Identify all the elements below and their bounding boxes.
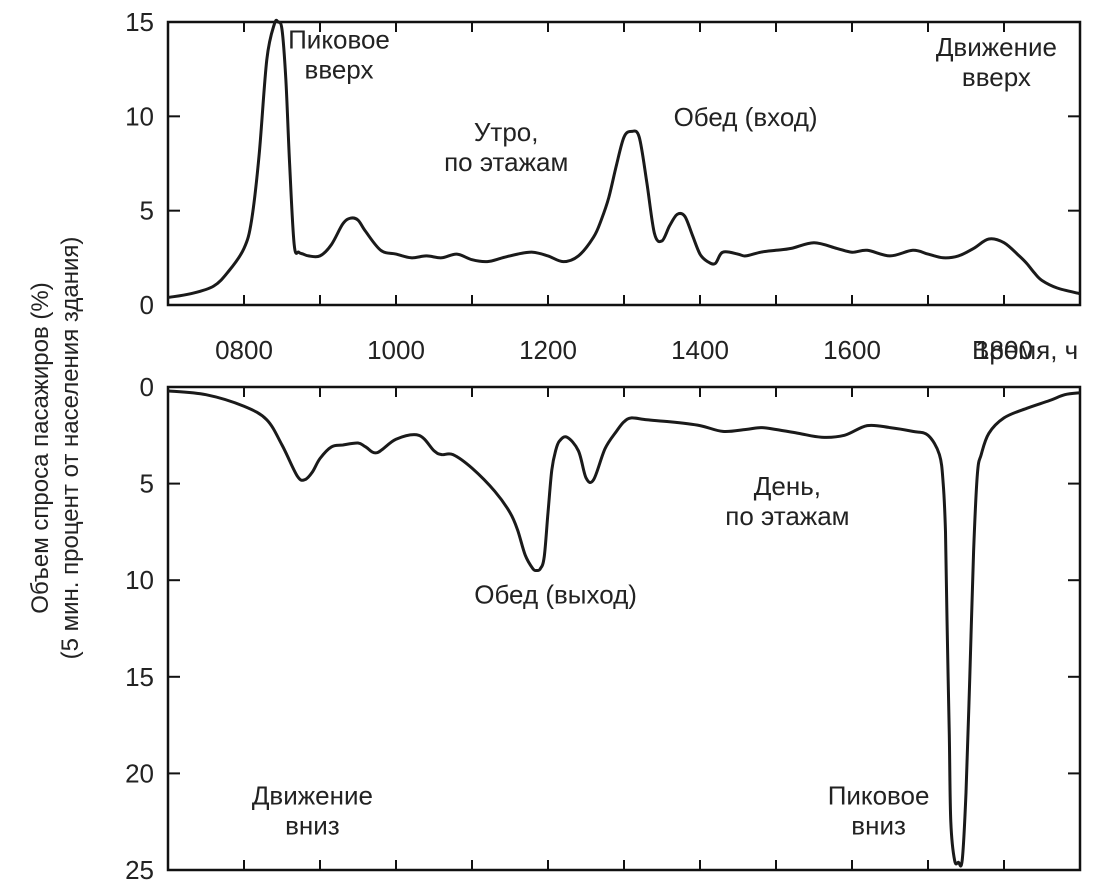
y-tick-label: 0: [140, 372, 154, 402]
annotation-label: Утро,: [474, 117, 539, 147]
y-tick-label: 15: [125, 662, 154, 692]
annotation-label: Обед (вход): [674, 102, 818, 132]
lower-panel: 0 5 10 15 20 25 День,по этажам Обед (выход) Движ…: [125, 372, 1082, 883]
annotation-label: Обед (выход): [474, 579, 637, 609]
x-tick-label: 0800: [215, 335, 273, 365]
y-tick-label: 5: [140, 196, 154, 226]
y-tick-label: 5: [140, 469, 154, 499]
x-tick-label: 1400: [671, 335, 729, 365]
annotation-label: Пиковое: [288, 24, 390, 54]
annotation-label: Движение: [936, 32, 1057, 62]
annotation-label: по этажам: [444, 147, 568, 177]
y-tick-label: 25: [125, 855, 154, 883]
x-tick-label: 1600: [823, 335, 881, 365]
y-axis-label-line1: Объем спроса пасажиров (%): [27, 282, 54, 613]
annotation-label: День,: [754, 471, 821, 501]
annotation-label: вверх: [962, 62, 1031, 92]
x-tick-label: 1200: [519, 335, 577, 365]
x-axis-label: Время, ч: [972, 335, 1078, 365]
x-tick-label: 1000: [367, 335, 425, 365]
x-tick-label: 1800: [975, 335, 1033, 365]
annotation-label: Пиковое: [828, 780, 930, 810]
y-tick-label: 15: [125, 7, 154, 37]
series-line: [167, 18, 1081, 299]
annotation-label: по этажам: [725, 501, 849, 531]
y-axis-label-line2: (5 мин. процент от населения здания): [57, 237, 84, 660]
annotation-label: Движение: [252, 780, 373, 810]
annotation-label: вниз: [851, 810, 906, 840]
annotation-label: вверх: [305, 54, 374, 84]
y-axis-label-group: Объем спроса пасажиров (%) (5 мин. проце…: [27, 237, 84, 660]
y-tick-label: 20: [125, 758, 154, 788]
y-tick-label: 10: [125, 565, 154, 595]
y-tick-label: 0: [140, 290, 154, 320]
y-tick-label: 10: [125, 101, 154, 131]
annotation-label: вниз: [285, 810, 340, 840]
series-line: [167, 389, 1081, 868]
